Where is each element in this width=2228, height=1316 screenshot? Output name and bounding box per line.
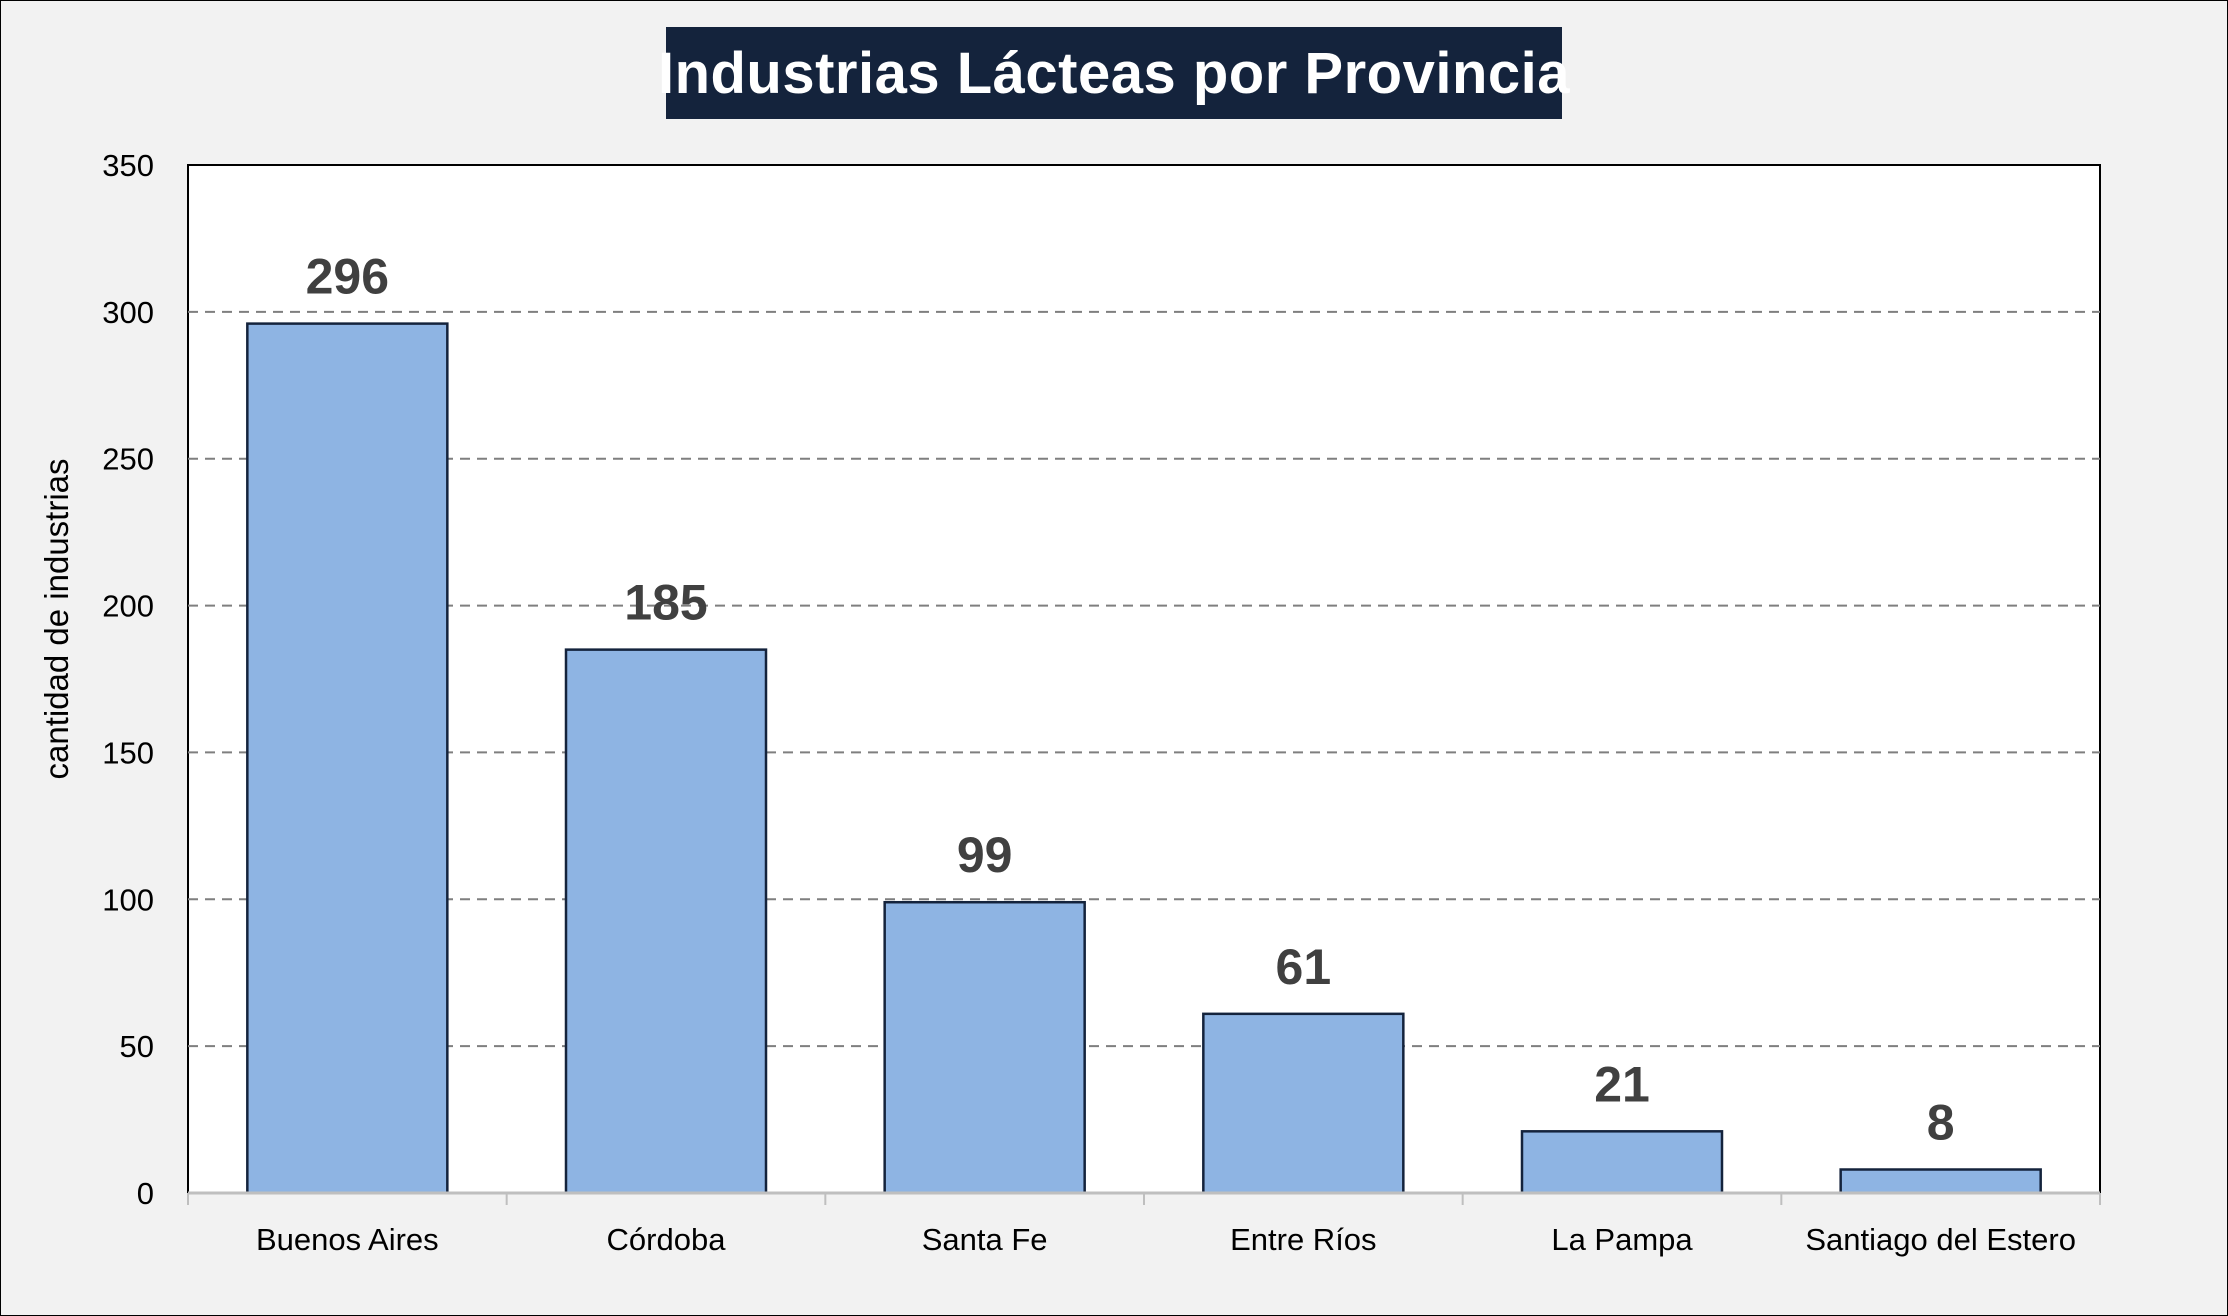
y-tick-label: 50	[120, 1029, 154, 1064]
y-tick-label: 350	[102, 148, 154, 183]
data-label: 21	[1594, 1056, 1650, 1112]
bar	[1202, 1012, 1405, 1195]
x-tick-label: Santa Fe	[922, 1222, 1048, 1257]
x-tick-label: Santiago del Estero	[1805, 1222, 2076, 1257]
chart-title: Industrias Lácteas por Provincia	[657, 40, 1571, 106]
data-label: 8	[1927, 1095, 1955, 1151]
y-tick-labels: 0 50 100 150 200 250 300 350	[102, 148, 154, 1211]
y-tick-label: 250	[102, 442, 154, 477]
data-label: 61	[1276, 939, 1332, 995]
axes	[187, 1191, 2101, 1205]
y-tick-label: 300	[102, 295, 154, 330]
chart-title-box: Industrias Lácteas por Provincia	[658, 27, 1570, 119]
y-tick-label: 150	[102, 735, 154, 770]
plot-area	[187, 164, 2101, 1194]
bar	[1520, 1130, 1724, 1195]
x-tick-label: Buenos Aires	[256, 1222, 439, 1257]
bars	[246, 322, 2042, 1195]
y-tick-label: 0	[137, 1176, 154, 1211]
x-tick-label: Entre Ríos	[1230, 1222, 1376, 1257]
y-tick-label: 200	[102, 589, 154, 624]
gridlines	[188, 310, 2100, 1048]
x-tick-label: La Pampa	[1551, 1222, 1693, 1257]
y-tick-label: 100	[102, 882, 154, 917]
data-labels: 296 185 99 61 21 8	[306, 249, 1955, 1151]
x-tick-labels: Buenos Aires Córdoba Santa Fe Entre Ríos La …	[256, 1222, 2076, 1257]
y-axis-title: cantidad de industrias	[38, 458, 75, 779]
data-label: 99	[957, 827, 1013, 883]
bar	[564, 648, 768, 1195]
x-tick-label: Córdoba	[607, 1222, 727, 1257]
data-label: 296	[306, 249, 389, 305]
data-label: 185	[624, 575, 707, 631]
bar	[246, 322, 449, 1195]
bar	[883, 900, 1086, 1195]
bar	[1839, 1168, 2042, 1195]
